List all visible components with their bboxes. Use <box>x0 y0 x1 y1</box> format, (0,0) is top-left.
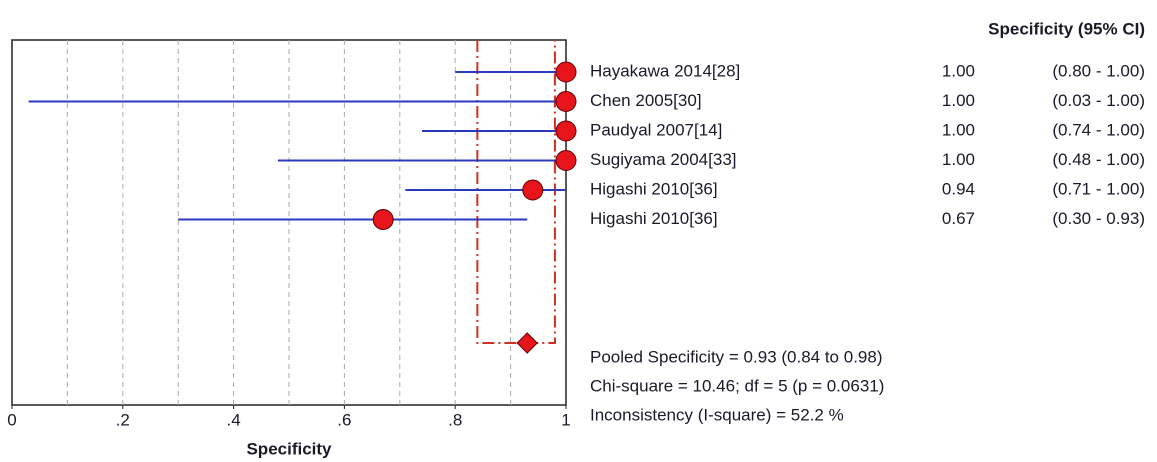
point-estimate <box>555 91 577 112</box>
ci-label: (0.03 - 1.00) <box>1052 91 1145 110</box>
annotation: Pooled Specificity = 0.93 (0.84 to 0.98) <box>590 347 883 366</box>
ci-label: (0.48 - 1.00) <box>1052 150 1145 169</box>
x-tick-label: .4 <box>227 410 241 429</box>
study-label: Sugiyama 2004[33] <box>590 150 737 169</box>
column-header: Specificity (95% CI) <box>988 19 1145 38</box>
study-label: Chen 2005[30] <box>590 91 702 110</box>
estimate-label: 0.67 <box>942 209 975 228</box>
ci-label: (0.80 - 1.00) <box>1052 61 1145 80</box>
point-estimate <box>555 61 577 83</box>
estimate-label: 1.00 <box>942 91 975 110</box>
study-label: Higashi 2010[36] <box>590 179 718 198</box>
point-estimate <box>372 209 394 230</box>
estimate-label: 1.00 <box>942 150 975 169</box>
estimate-label: 0.94 <box>942 179 975 198</box>
ci-label: (0.30 - 0.93) <box>1052 209 1145 228</box>
point-estimate <box>522 179 544 201</box>
ci-label: (0.74 - 1.00) <box>1052 120 1145 139</box>
point-estimate <box>555 120 577 142</box>
x-tick-label: 1 <box>561 410 570 429</box>
x-axis-label: Specificity <box>246 439 332 458</box>
study-label: Hayakawa 2014[28] <box>590 61 740 80</box>
study-label: Higashi 2010[36] <box>590 209 718 228</box>
study-label: Paudyal 2007[14] <box>590 120 722 139</box>
pooled-diamond <box>516 332 538 354</box>
estimate-label: 1.00 <box>942 120 975 139</box>
x-tick-label: .6 <box>337 410 351 429</box>
x-tick-label: .2 <box>116 410 130 429</box>
ci-label: (0.71 - 1.00) <box>1052 179 1145 198</box>
pooled-ci-lines <box>476 40 556 344</box>
annotation: Chi-square = 10.46; df = 5 (p = 0.0631) <box>590 376 884 395</box>
x-tick-label: .8 <box>448 410 462 429</box>
x-tick-label: 0 <box>7 410 16 429</box>
point-estimate <box>555 150 577 171</box>
annotation: Inconsistency (I-square) = 52.2 % <box>590 405 844 424</box>
estimate-label: 1.00 <box>942 61 975 80</box>
